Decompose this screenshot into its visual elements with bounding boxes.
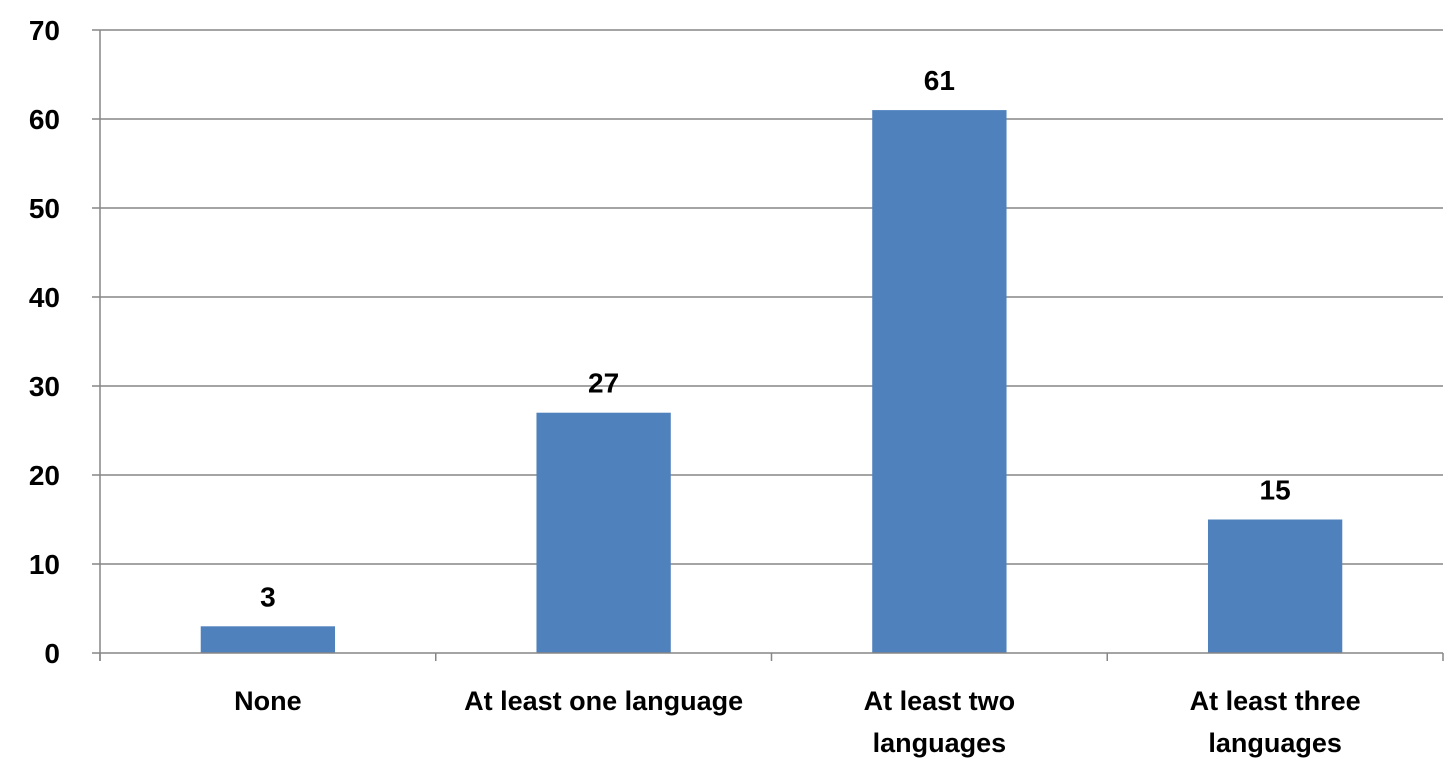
bar (201, 626, 335, 653)
x-tick-labels: None At least one language At least two lan… (234, 686, 1361, 758)
bars (201, 110, 1343, 653)
bar (1208, 520, 1342, 654)
y-tick-label: 60 (29, 104, 60, 135)
x-tick-label: At least one language (464, 686, 743, 716)
y-tick-label: 10 (29, 549, 60, 580)
data-label: 3 (260, 581, 276, 612)
data-label: 15 (1260, 475, 1291, 506)
y-tick-label: 50 (29, 193, 60, 224)
data-label: 61 (924, 65, 955, 96)
bar (872, 110, 1006, 653)
x-tick-label: languages (1208, 728, 1342, 758)
x-tick-label: None (234, 686, 302, 716)
y-tick-labels: 0 10 20 30 40 50 60 70 (29, 15, 60, 669)
x-tick-label: At least two (864, 686, 1016, 716)
data-labels: 3 27 61 15 (260, 65, 1291, 612)
y-tick-label: 30 (29, 371, 60, 402)
bar (536, 413, 670, 653)
y-tick-label: 40 (29, 282, 60, 313)
data-label: 27 (588, 368, 619, 399)
gridlines (100, 30, 1443, 564)
y-tick-label: 70 (29, 15, 60, 46)
y-tick-label: 0 (44, 638, 60, 669)
y-tick-label: 20 (29, 460, 60, 491)
x-tick-label: languages (873, 728, 1007, 758)
x-tick-label: At least three (1190, 686, 1361, 716)
